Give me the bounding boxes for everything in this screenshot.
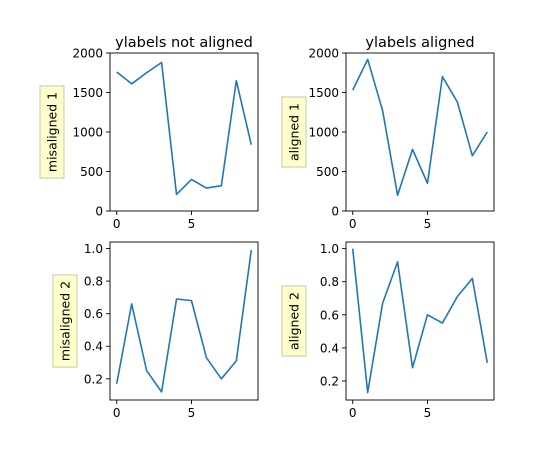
y-tick-label: 0 xyxy=(331,205,339,219)
x-tick-label: 0 xyxy=(349,406,357,420)
subplot-title: ylabels aligned xyxy=(365,35,474,51)
y-axis-label: aligned 1 xyxy=(287,103,302,161)
y-tick-label: 1500 xyxy=(308,86,339,100)
y-tick-label: 500 xyxy=(80,165,103,179)
subplot-2: 0 5 0 500 1000 1500 2000 ylabels aligned aligned… xyxy=(281,35,495,231)
y-axis-label-box xyxy=(52,274,78,368)
y-axis-label-box xyxy=(281,285,307,357)
y-axis-label: misaligned 1 xyxy=(45,92,60,172)
y-axis-label-group: misaligned 1 xyxy=(39,85,65,179)
y-tick-label: 0.4 xyxy=(320,341,339,355)
x-tick-label: 5 xyxy=(424,406,432,420)
y-axis-label-box xyxy=(281,96,307,168)
y-tick-label: 500 xyxy=(316,165,339,179)
x-tick-label: 5 xyxy=(188,217,196,231)
subplot-1: 0 5 0 500 1000 1500 2000 ylabels not aligned mis… xyxy=(39,35,259,231)
y-axis-label: misaligned 2 xyxy=(58,281,73,361)
series-line xyxy=(116,61,253,196)
subplot-4: 0 5 0.2 0.4 0.6 0.8 1.0 aligned 2 xyxy=(281,241,495,420)
y-tick-label: 0.8 xyxy=(320,275,339,289)
series-line xyxy=(115,250,253,393)
y-axis-label: aligned 2 xyxy=(287,292,302,350)
y-tick-label: 1500 xyxy=(72,86,103,100)
y-tick-label: 0.6 xyxy=(84,307,103,321)
y-tick-label: 2000 xyxy=(308,47,339,61)
y-tick-label: 0.2 xyxy=(320,374,339,388)
y-axis-label-group: aligned 2 xyxy=(281,285,307,357)
x-tick-label: 5 xyxy=(424,217,432,231)
series-line xyxy=(352,58,488,196)
y-tick-label: 0.6 xyxy=(320,308,339,322)
y-tick-label: 1.0 xyxy=(320,242,339,256)
y-tick-label: 2000 xyxy=(72,47,103,61)
y-tick-label: 1000 xyxy=(72,126,103,140)
series-line xyxy=(351,248,489,394)
y-axis-label-group: aligned 1 xyxy=(281,96,307,168)
subplot-title: ylabels not aligned xyxy=(115,35,253,51)
y-axis-label-box xyxy=(39,85,65,179)
y-tick-label: 0.8 xyxy=(84,275,103,289)
x-tick-label: 0 xyxy=(349,217,357,231)
axes-frame xyxy=(345,241,495,401)
y-axis-label-group: misaligned 2 xyxy=(52,274,78,368)
y-tick-label: 0.4 xyxy=(84,340,103,354)
y-tick-label: 1000 xyxy=(308,126,339,140)
y-tick-label: 0.2 xyxy=(84,372,103,386)
x-tick-label: 0 xyxy=(113,217,121,231)
x-tick-label: 5 xyxy=(188,406,196,420)
y-tick-label: 1.0 xyxy=(84,242,103,256)
y-tick-label: 0 xyxy=(95,205,103,219)
axes-frame xyxy=(109,241,259,401)
x-tick-label: 0 xyxy=(113,406,121,420)
subplot-3: 0 5 0.2 0.4 0.6 0.8 1.0 misaligned 2 xyxy=(52,241,259,420)
